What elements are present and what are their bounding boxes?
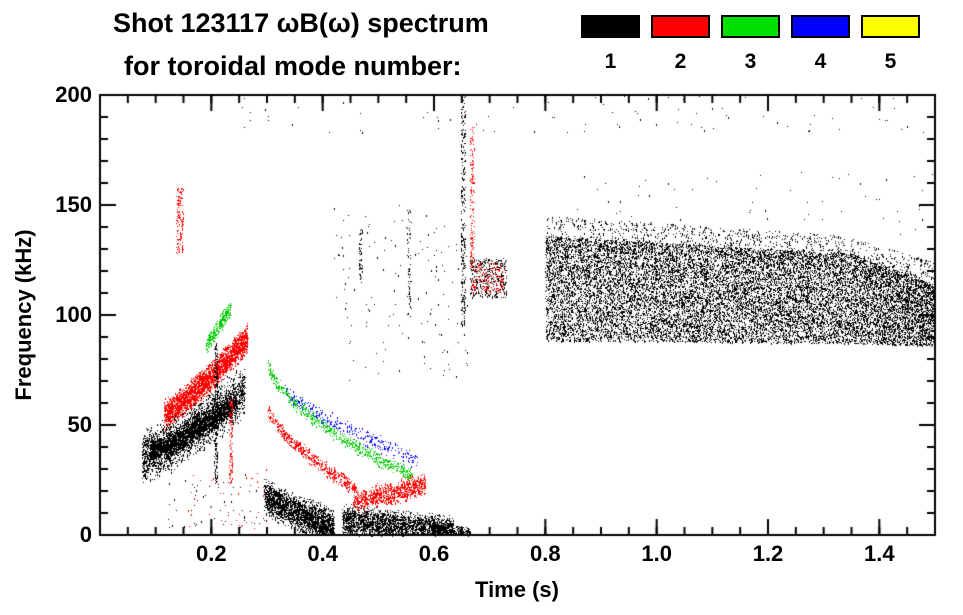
y-tick-label: 200: [55, 82, 92, 107]
x-tick-label: 0.4: [307, 541, 338, 566]
x-tick-label: 0.8: [530, 541, 561, 566]
x-axis-label: Time (s): [475, 577, 559, 602]
x-tick-label: 0.2: [196, 541, 227, 566]
y-tick-label: 0: [79, 522, 92, 547]
x-tick-label: 1.4: [864, 541, 895, 566]
x-tick-label: 1.2: [752, 541, 784, 566]
y-tick-label: 150: [55, 192, 92, 217]
y-tick-label: 50: [67, 412, 92, 437]
y-tick-label: 100: [55, 302, 92, 327]
x-tick-label: 0.6: [418, 541, 450, 566]
y-axis-label: Frequency (kHz): [11, 229, 36, 401]
x-tick-label: 1.0: [641, 541, 672, 566]
